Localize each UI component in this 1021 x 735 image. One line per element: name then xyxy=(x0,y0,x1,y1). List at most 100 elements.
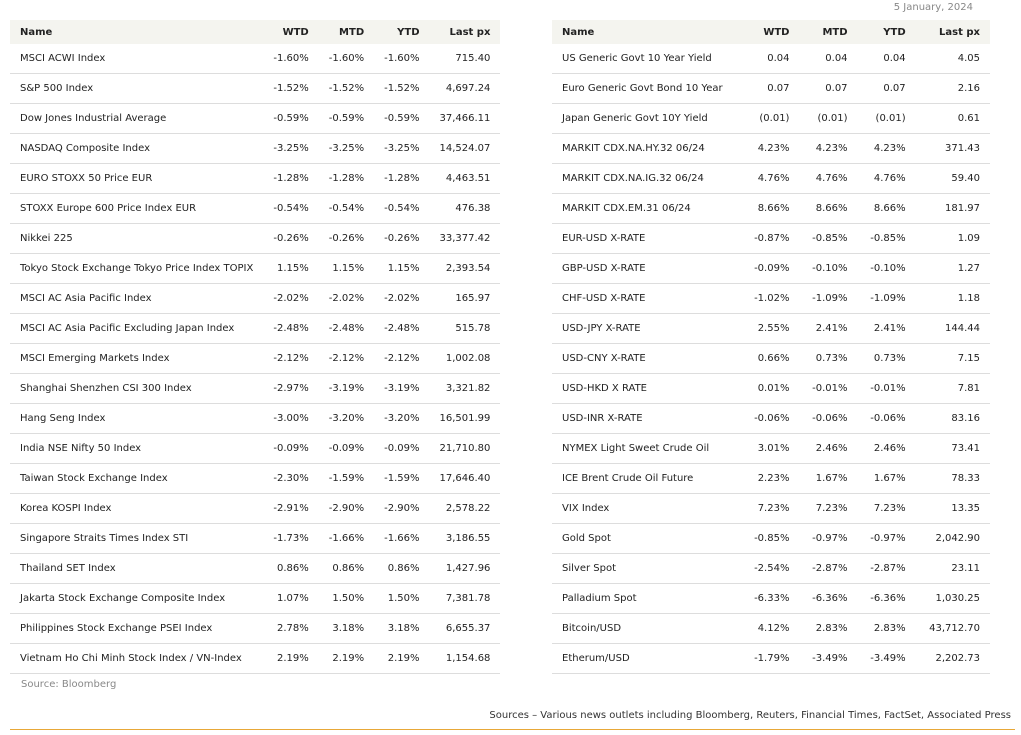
table-row: Singapore Straits Times Index STI -1.73% -… xyxy=(10,523,501,554)
cell-mtd: -0.26% xyxy=(318,223,375,254)
header-mtd: MTD xyxy=(799,20,858,44)
cell-name: VIX Index xyxy=(552,493,742,524)
cell-mtd: -1.59% xyxy=(318,463,375,494)
cell-last-px: 144.44 xyxy=(915,313,990,344)
cell-wtd: -2.48% xyxy=(263,313,319,344)
header-mtd: MTD xyxy=(318,20,375,44)
source-label: Source: Bloomberg xyxy=(21,679,117,690)
cell-last-px: 1.27 xyxy=(915,253,990,284)
header-name: Name xyxy=(10,20,264,44)
cell-mtd: -2.90% xyxy=(318,493,375,524)
cell-wtd: 2.55% xyxy=(741,313,800,344)
cell-mtd: -0.85% xyxy=(799,223,858,254)
cell-wtd: -1.60% xyxy=(263,44,319,74)
cell-name: EURO STOXX 50 Price EUR xyxy=(10,163,264,194)
cell-ytd: -3.19% xyxy=(374,373,430,404)
cell-ytd: 2.83% xyxy=(857,613,916,644)
cell-name: Hang Seng Index xyxy=(10,403,264,434)
cell-ytd: 1.15% xyxy=(374,253,430,284)
table-row: VIX Index 7.23% 7.23% 7.23% 13.35 xyxy=(552,493,990,524)
cell-ytd: -0.09% xyxy=(374,433,430,464)
table-row: Gold Spot -0.85% -0.97% -0.97% 2,042.90 xyxy=(552,523,990,554)
cell-name: Thailand SET Index xyxy=(10,553,264,584)
table-row: Euro Generic Govt Bond 10 Year 0.07 0.07 0.… xyxy=(552,73,990,104)
cell-name: Philippines Stock Exchange PSEI Index xyxy=(10,613,264,644)
cell-wtd: -0.26% xyxy=(263,223,319,254)
cell-wtd: -2.02% xyxy=(263,283,319,314)
cell-name: Jakarta Stock Exchange Composite Index xyxy=(10,583,264,614)
cell-ytd: -0.26% xyxy=(374,223,430,254)
table-row: Philippines Stock Exchange PSEI Index 2.7… xyxy=(10,613,501,644)
cell-wtd: 1.15% xyxy=(263,253,319,284)
cell-last-px: 7,381.78 xyxy=(429,583,501,614)
cell-ytd: 1.67% xyxy=(857,463,916,494)
table-row: Thailand SET Index 0.86% 0.86% 0.86% 1,427.9… xyxy=(10,553,501,584)
cell-wtd: -0.87% xyxy=(741,223,800,254)
cell-wtd: -0.09% xyxy=(263,433,319,464)
cell-mtd: 7.23% xyxy=(799,493,858,524)
cell-last-px: 73.41 xyxy=(915,433,990,464)
cell-wtd: -1.28% xyxy=(263,163,319,194)
cell-wtd: -1.02% xyxy=(741,283,800,314)
cell-wtd: 4.12% xyxy=(741,613,800,644)
cell-mtd: -2.02% xyxy=(318,283,375,314)
table-row: USD-JPY X-RATE 2.55% 2.41% 2.41% 144.44 xyxy=(552,313,990,344)
cell-ytd: -0.54% xyxy=(374,193,430,224)
table-row: USD-HKD X RATE 0.01% -0.01% -0.01% 7.81 xyxy=(552,373,990,404)
cell-wtd: -2.30% xyxy=(263,463,319,494)
table-row: USD-INR X-RATE -0.06% -0.06% -0.06% 83.16 xyxy=(552,403,990,434)
table-row: Silver Spot -2.54% -2.87% -2.87% 23.11 xyxy=(552,553,990,584)
cell-mtd: 2.46% xyxy=(799,433,858,464)
table-row: EUR-USD X-RATE -0.87% -0.85% -0.85% 1.09 xyxy=(552,223,990,254)
cell-ytd: 7.23% xyxy=(857,493,916,524)
cell-last-px: 181.97 xyxy=(915,193,990,224)
cell-last-px: 1.18 xyxy=(915,283,990,314)
cell-ytd: -2.48% xyxy=(374,313,430,344)
cell-name: USD-JPY X-RATE xyxy=(552,313,742,344)
cell-name: MARKIT CDX.NA.HY.32 06/24 xyxy=(552,133,742,164)
header-wtd: WTD xyxy=(263,20,319,44)
cell-name: USD-INR X-RATE xyxy=(552,403,742,434)
table-row: STOXX Europe 600 Price Index EUR -0.54% -0… xyxy=(10,193,501,224)
cell-mtd: -0.09% xyxy=(318,433,375,464)
sources-note: Sources – Various news outlets including… xyxy=(489,710,1011,721)
table-row: MSCI ACWI Index -1.60% -1.60% -1.60% 715.40 xyxy=(10,44,501,74)
cell-ytd: -1.60% xyxy=(374,44,430,74)
cell-last-px: 37,466.11 xyxy=(429,103,501,134)
cell-ytd: -1.59% xyxy=(374,463,430,494)
cell-mtd: 1.50% xyxy=(318,583,375,614)
cell-last-px: 1,154.68 xyxy=(429,643,501,674)
table-row: MSCI AC Asia Pacific Index -2.02% -2.02% -2… xyxy=(10,283,501,314)
cell-mtd: 2.83% xyxy=(799,613,858,644)
cell-wtd: -2.54% xyxy=(741,553,800,584)
table-row: MARKIT CDX.NA.IG.32 06/24 4.76% 4.76% 4.76%… xyxy=(552,163,990,194)
cell-name: MARKIT CDX.NA.IG.32 06/24 xyxy=(552,163,742,194)
cell-mtd: 1.67% xyxy=(799,463,858,494)
cell-mtd: -2.87% xyxy=(799,553,858,584)
cell-name: Etherum/USD xyxy=(552,643,742,674)
cell-last-px: 4,463.51 xyxy=(429,163,501,194)
cell-name: STOXX Europe 600 Price Index EUR xyxy=(10,193,264,224)
cell-name: ICE Brent Crude Oil Future xyxy=(552,463,742,494)
cell-last-px: 43,712.70 xyxy=(915,613,990,644)
cell-wtd: 4.76% xyxy=(741,163,800,194)
cell-name: MARKIT CDX.EM.31 06/24 xyxy=(552,193,742,224)
table-row: Taiwan Stock Exchange Index -2.30% -1.59% -… xyxy=(10,463,501,494)
cell-mtd: -0.54% xyxy=(318,193,375,224)
table-row: Shanghai Shenzhen CSI 300 Index -2.97% -3.… xyxy=(10,373,501,404)
cell-name: MSCI AC Asia Pacific Index xyxy=(10,283,264,314)
cell-name: Gold Spot xyxy=(552,523,742,554)
header-last-px: Last px xyxy=(429,20,501,44)
rates-fx-commodities-table: Name WTD MTD YTD Last px US Generic Govt 10 Y… xyxy=(552,20,990,674)
cell-last-px: 2.16 xyxy=(915,73,990,104)
cell-name: Tokyo Stock Exchange Tokyo Price Index T… xyxy=(10,253,264,284)
cell-wtd: -1.52% xyxy=(263,73,319,104)
table-row: Etherum/USD -1.79% -3.49% -3.49% 2,202.73 xyxy=(552,643,990,674)
header-ytd: YTD xyxy=(857,20,916,44)
cell-mtd: -0.06% xyxy=(799,403,858,434)
table-row: NYMEX Light Sweet Crude Oil 3.01% 2.46% 2.4… xyxy=(552,433,990,464)
cell-ytd: -1.66% xyxy=(374,523,430,554)
cell-last-px: 6,655.37 xyxy=(429,613,501,644)
cell-ytd: 1.50% xyxy=(374,583,430,614)
table-row: MARKIT CDX.NA.HY.32 06/24 4.23% 4.23% 4.23%… xyxy=(552,133,990,164)
